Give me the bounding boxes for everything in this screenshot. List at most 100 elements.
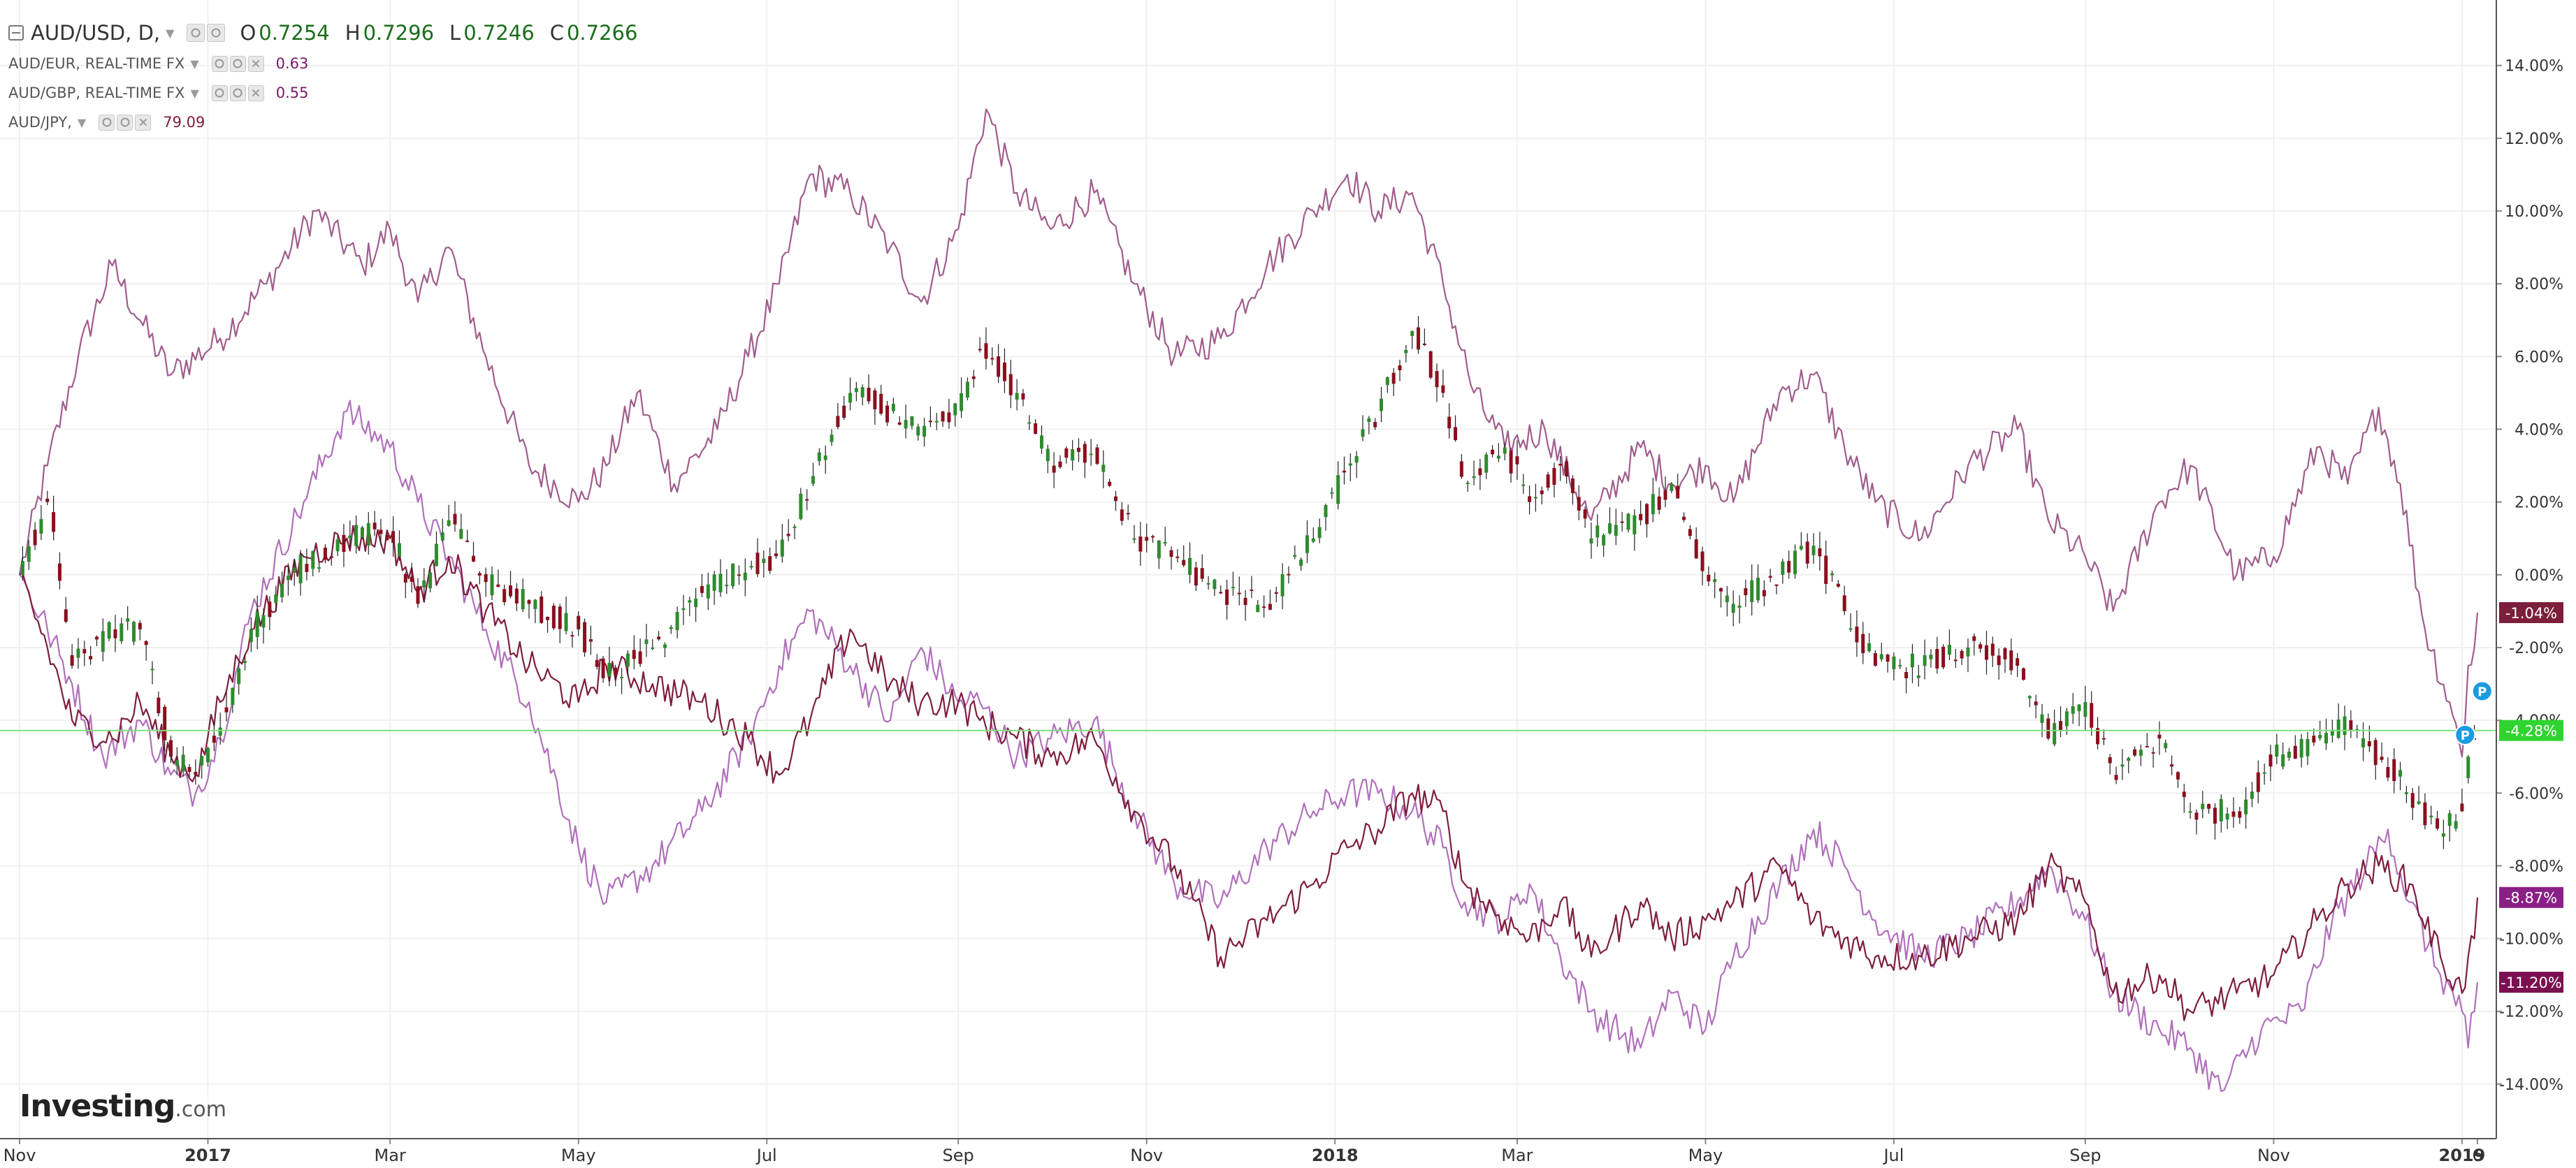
candle-body [675,612,679,631]
candle-body [625,653,630,667]
chevron-down-icon[interactable]: ▼ [190,86,199,100]
candle-body [317,567,321,569]
candle-body [1299,559,1303,567]
x-tick-label: Jul [755,1146,777,1165]
candle-body [2306,738,2310,757]
eye-icon[interactable] [187,24,205,42]
candle-body [1404,349,1408,353]
candle-body [459,529,463,539]
legend-eur[interactable]: AUD/EUR, REAL-TIME FX ▼ 0.63 [8,49,653,78]
last-value-tag [2499,601,2563,623]
candle-body [1441,385,1445,393]
candle-body [558,606,562,629]
candle-body [2355,729,2359,731]
x-tick-label: Nov [1130,1146,1163,1165]
candle-body [577,615,581,629]
candle-body [1034,423,1038,435]
candle-body [2330,730,2334,736]
candle-body [941,411,945,422]
candle-body [1064,448,1069,458]
candle-body [194,771,198,775]
collapse-icon[interactable] [8,25,24,41]
y-tick-label: 12.00% [2505,131,2563,148]
last-value-tag [2499,720,2563,741]
candle-body [1565,461,1569,477]
close-icon[interactable] [247,85,264,101]
candle-body [1589,538,1593,543]
candle-body [731,563,735,587]
gear-icon[interactable] [207,24,226,42]
eye-icon[interactable] [99,114,115,131]
gear-icon[interactable] [229,85,246,101]
candle-body [1101,465,1106,472]
candle-body [70,655,74,666]
candle-body [1157,540,1161,559]
candle-body [2343,716,2347,736]
candle-body [1052,465,1056,473]
chevron-down-icon[interactable]: ▼ [190,57,199,71]
y-tick-label: 10.00% [2505,203,2563,221]
x-tick-label: 2017 [184,1146,231,1165]
candle-body [1639,513,1643,520]
candle-body [1256,604,1260,613]
candle-body [1805,541,1809,564]
candle-body [830,435,834,442]
candle-body [243,661,247,664]
candle-body [1478,468,1482,476]
eye-icon[interactable] [211,55,228,72]
candle-body [780,539,784,557]
candle-body [1002,363,1006,381]
open-value: 0.7254 [259,21,330,45]
candle-body [1694,539,1698,559]
candle-body [502,589,507,603]
candle-body [1324,505,1328,518]
candle-body [1781,561,1785,575]
candle-body [1163,541,1167,543]
candle-body [1428,351,1433,378]
candle-body [1762,590,1766,597]
candle-body [514,588,519,604]
candle-body [391,531,396,543]
close-icon[interactable] [135,114,152,131]
chevron-down-icon[interactable]: ▼ [166,26,175,40]
candle-body [89,656,93,659]
candle-body [546,616,550,620]
candle-body [1336,475,1340,504]
candle-body [163,706,167,740]
candle-body [1114,496,1118,502]
candle-body [1274,592,1278,594]
gbp-label: AUD/GBP, REAL-TIME FX [8,85,185,101]
candle-body [971,376,976,379]
candle-body [1391,372,1396,384]
candle-body [212,736,216,743]
candle-body [1811,546,1816,555]
candle-body [2120,764,2125,767]
candle-body [1472,476,1476,479]
candle-body [2194,812,2199,820]
candle-body [2367,741,2371,747]
y-tick-label: -12.00% [2499,1004,2563,1021]
candle-body [2454,821,2458,829]
candle-body [953,403,957,416]
candle-body [1633,515,1637,535]
gear-icon[interactable] [229,55,246,72]
y-axis: 14.00% 12.00% 10.00% 8.00% 6.00% 4.00% 2.00% 0.… [2496,0,2563,1139]
legend-jpy[interactable]: AUD/JPY, ▼ 79.09 [8,108,653,137]
eye-icon[interactable] [211,85,228,101]
legend-gbp[interactable]: AUD/GBP, REAL-TIME FX ▼ 0.55 [8,78,653,108]
candle-body [1305,535,1309,553]
candle-body [799,493,803,520]
gear-icon[interactable] [117,114,133,131]
legend-main[interactable]: AUD/USD, D, ▼ O 0.7254 H 0.7296 L 0.7246… [8,17,653,49]
chevron-down-icon[interactable]: ▼ [77,115,87,129]
close-icon[interactable] [247,55,264,72]
candle-body [1626,513,1630,530]
candle-body [2219,798,2223,822]
candle-body [2207,803,2211,809]
candle-body [231,687,235,706]
candle-body [694,598,698,608]
jpy-value: 79.09 [163,114,205,131]
candle-body [614,667,618,676]
candle-body [811,476,816,484]
candle-body [607,663,612,677]
